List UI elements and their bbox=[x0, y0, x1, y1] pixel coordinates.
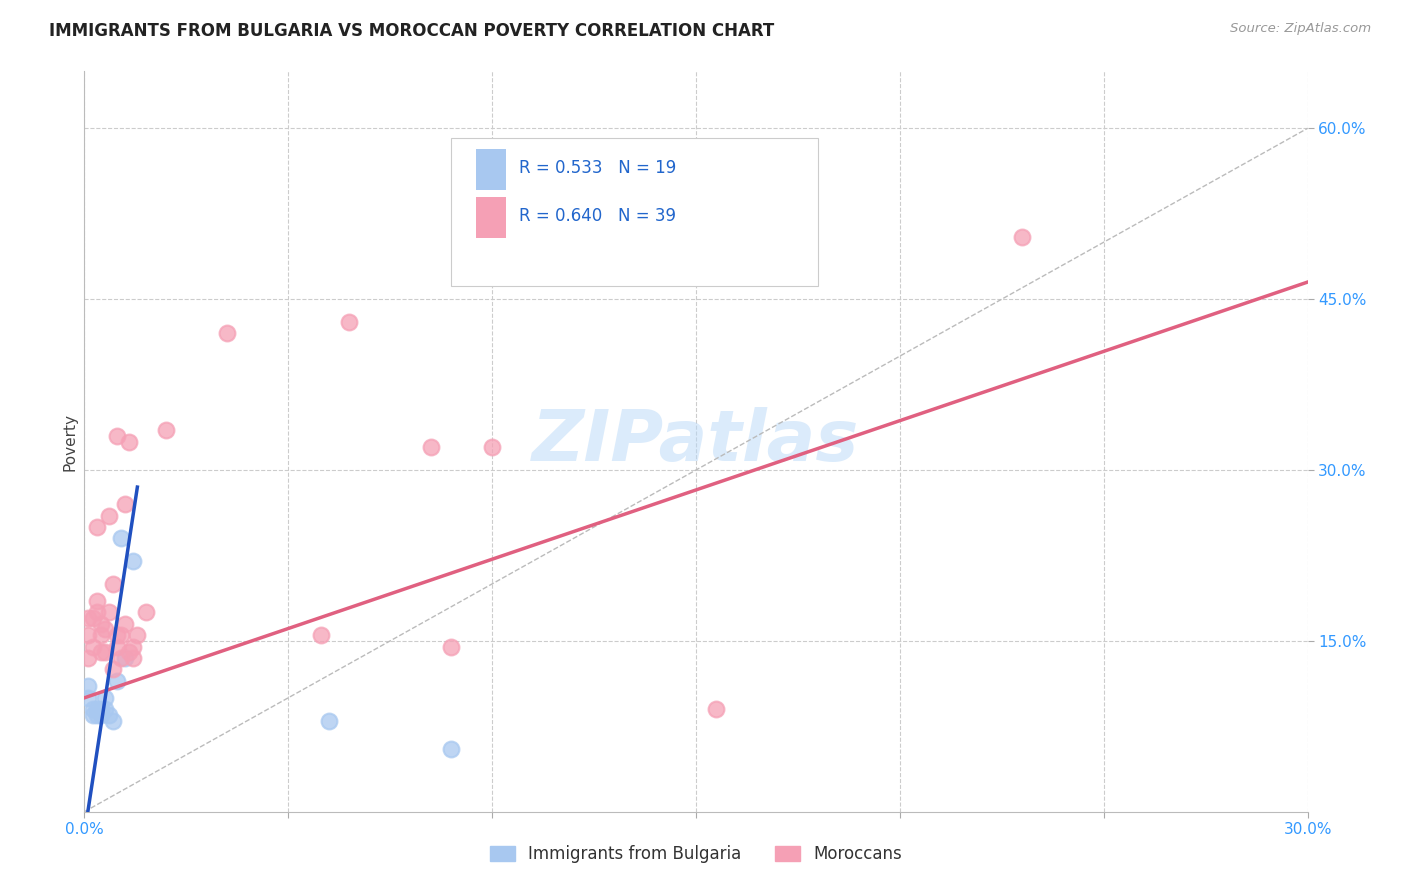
Point bbox=[97, 508, 120, 523]
Point bbox=[105, 429, 128, 443]
Point bbox=[440, 742, 463, 756]
Point bbox=[603, 189, 626, 203]
Y-axis label: Poverty: Poverty bbox=[62, 412, 77, 471]
Point bbox=[77, 680, 100, 694]
Point bbox=[90, 707, 112, 722]
Point bbox=[105, 640, 128, 654]
Point bbox=[706, 702, 728, 716]
Point bbox=[93, 623, 115, 637]
Point bbox=[318, 714, 340, 728]
Point bbox=[86, 594, 108, 608]
Point bbox=[93, 702, 115, 716]
Point bbox=[1011, 229, 1033, 244]
Point bbox=[420, 440, 443, 454]
Point bbox=[86, 707, 108, 722]
Text: ZIPatlas: ZIPatlas bbox=[533, 407, 859, 476]
Legend: Immigrants from Bulgaria, Moroccans: Immigrants from Bulgaria, Moroccans bbox=[484, 838, 908, 870]
Point bbox=[135, 606, 157, 620]
Point bbox=[110, 532, 132, 546]
Point bbox=[82, 611, 104, 625]
Point bbox=[82, 707, 104, 722]
Bar bbox=[475, 149, 506, 190]
Point bbox=[101, 577, 124, 591]
Point bbox=[118, 645, 141, 659]
Point bbox=[86, 702, 108, 716]
Point bbox=[86, 520, 108, 534]
Point bbox=[110, 651, 132, 665]
Point bbox=[110, 628, 132, 642]
Point bbox=[90, 616, 112, 631]
Point bbox=[82, 640, 104, 654]
Point bbox=[122, 640, 145, 654]
Point bbox=[127, 628, 149, 642]
Point bbox=[97, 606, 120, 620]
Point bbox=[114, 497, 136, 511]
Point bbox=[114, 651, 136, 665]
Point bbox=[217, 326, 239, 341]
Text: IMMIGRANTS FROM BULGARIA VS MOROCCAN POVERTY CORRELATION CHART: IMMIGRANTS FROM BULGARIA VS MOROCCAN POV… bbox=[49, 22, 775, 40]
Bar bbox=[475, 197, 506, 238]
Point bbox=[118, 434, 141, 449]
Text: R = 0.640   N = 39: R = 0.640 N = 39 bbox=[519, 207, 676, 225]
Point bbox=[101, 714, 124, 728]
Text: R = 0.533   N = 19: R = 0.533 N = 19 bbox=[519, 159, 676, 177]
Point bbox=[105, 673, 128, 688]
Point bbox=[90, 645, 112, 659]
Point bbox=[90, 628, 112, 642]
Point bbox=[97, 707, 120, 722]
Point bbox=[90, 702, 112, 716]
Point bbox=[122, 554, 145, 568]
Text: Source: ZipAtlas.com: Source: ZipAtlas.com bbox=[1230, 22, 1371, 36]
Point bbox=[309, 628, 332, 642]
Point bbox=[440, 640, 463, 654]
Point bbox=[101, 662, 124, 676]
Point bbox=[481, 440, 503, 454]
Point bbox=[77, 690, 100, 705]
Point bbox=[114, 616, 136, 631]
Point bbox=[155, 423, 177, 437]
Point bbox=[122, 651, 145, 665]
Point bbox=[77, 611, 100, 625]
Point bbox=[105, 628, 128, 642]
Point bbox=[77, 628, 100, 642]
Point bbox=[86, 606, 108, 620]
Point bbox=[339, 315, 361, 329]
FancyBboxPatch shape bbox=[451, 138, 818, 286]
Point bbox=[93, 690, 115, 705]
Point bbox=[82, 702, 104, 716]
Point bbox=[93, 645, 115, 659]
Point bbox=[77, 651, 100, 665]
